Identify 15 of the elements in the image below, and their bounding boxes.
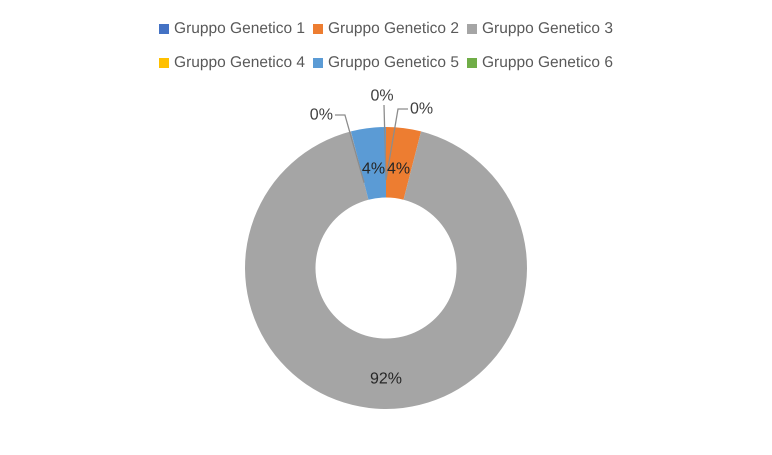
legend-label: Gruppo Genetico 1: [174, 20, 305, 38]
text: 0%: [410, 100, 434, 118]
legend-label: Gruppo Genetico 2: [328, 20, 459, 38]
data-label: 4%: [386, 160, 410, 178]
donut-slice: [386, 127, 422, 200]
legend-label: Gruppo Genetico 4: [174, 54, 305, 72]
donut-slice: [350, 127, 386, 200]
legend-label: Gruppo Genetico 3: [482, 20, 613, 38]
data-label: 4%: [362, 160, 386, 178]
text: 0%: [310, 106, 333, 124]
data-label: 92%: [370, 370, 402, 388]
donut-slice: [245, 131, 527, 409]
legend-label: Gruppo Genetico 6: [482, 54, 613, 72]
text: 0%: [370, 88, 394, 104]
legend-label: Gruppo Genetico 5: [328, 54, 459, 72]
